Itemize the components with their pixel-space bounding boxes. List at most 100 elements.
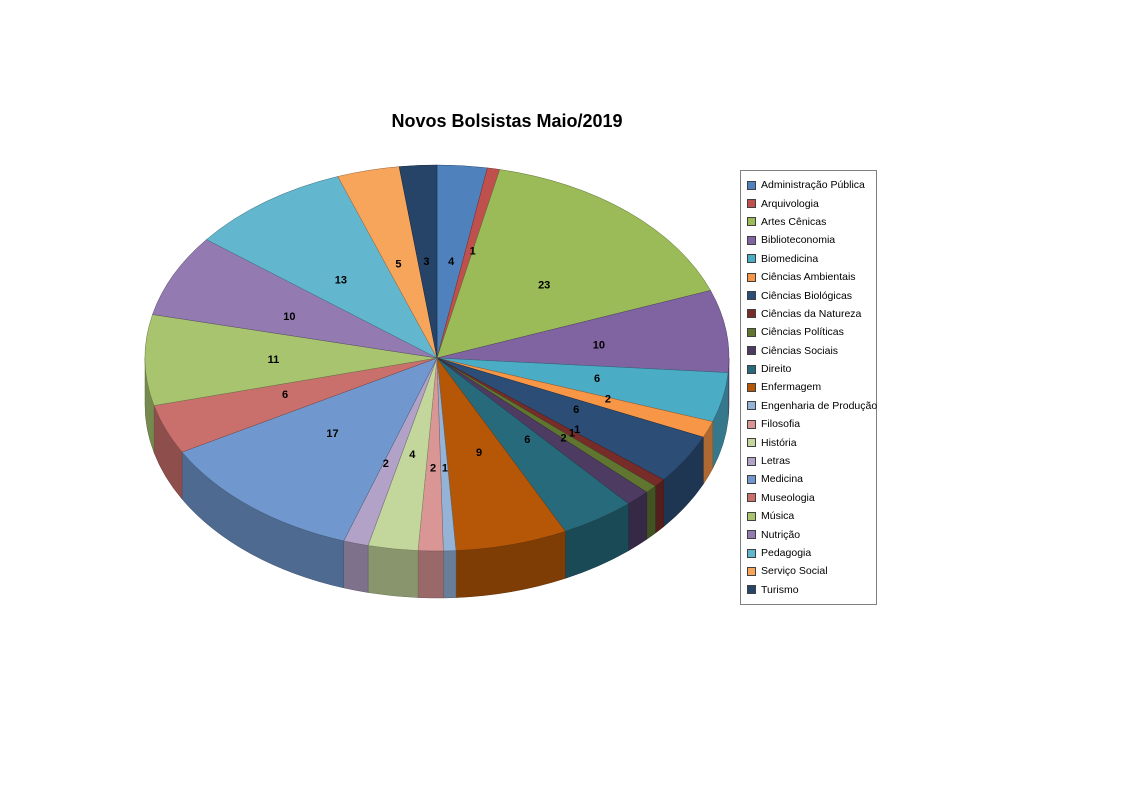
legend-color-swatch: [747, 327, 756, 337]
slice-value-label: 5: [395, 258, 401, 270]
slice-value-label: 6: [573, 404, 579, 416]
legend-color-swatch: [747, 272, 756, 282]
legend-color-swatch: [747, 254, 756, 264]
legend-item: Enfermagem: [747, 378, 874, 396]
slice-value-label: 10: [283, 311, 295, 323]
slice-value-label: 4: [409, 449, 416, 461]
legend-item: Ciências da Natureza: [747, 305, 874, 323]
pie-slice-side: [443, 550, 457, 599]
legend-item: Biomedicina: [747, 250, 874, 268]
legend-item: Filosofia: [747, 415, 874, 433]
legend-label: Biblioteconomia: [761, 234, 836, 247]
legend-label: Artes Cênicas: [761, 215, 827, 228]
legend-item: Serviço Social: [747, 562, 874, 580]
legend-color-swatch: [747, 364, 756, 374]
legend-item: Artes Cênicas: [747, 213, 874, 231]
slice-value-label: 1: [442, 462, 448, 474]
slice-value-label: 1: [470, 246, 476, 258]
slice-value-label: 3: [423, 256, 429, 268]
legend-item: Administração Pública: [747, 176, 874, 194]
legend-label: Serviço Social: [761, 565, 828, 578]
legend-color-swatch: [747, 585, 756, 595]
legend-color-swatch: [747, 401, 756, 411]
legend-item: Engenharia de Produção: [747, 397, 878, 415]
legend-label: Nutrição: [761, 528, 801, 541]
legend-color-swatch: [747, 438, 756, 448]
legend-color-swatch: [747, 180, 756, 190]
legend-item: Ciências Ambientais: [747, 268, 874, 286]
pie-slice: [436, 290, 730, 373]
legend-color-swatch: [747, 419, 756, 429]
slice-value-label: 23: [538, 280, 550, 292]
legend-item: Letras: [747, 452, 874, 470]
pie-slice-side: [646, 485, 656, 540]
pie-slice: [144, 314, 438, 406]
slice-value-label: 2: [560, 432, 566, 444]
slice-value-label: 17: [326, 428, 338, 440]
pie-slice: [436, 169, 711, 359]
pie-slice: [398, 164, 438, 359]
slice-value-label: 11: [268, 354, 280, 366]
slice-value-label: 6: [282, 389, 288, 401]
legend-item: Pedagogia: [747, 544, 874, 562]
slice-value-label: 6: [594, 373, 600, 385]
pie-slice: [152, 239, 438, 359]
legend-item: Direito: [747, 360, 874, 378]
slice-value-label: 1: [574, 424, 580, 436]
legend-color-swatch: [747, 291, 756, 301]
legend-color-swatch: [747, 474, 756, 484]
legend-label: Ciências Políticas: [761, 326, 844, 339]
legend-label: Administração Pública: [761, 179, 865, 192]
legend-item: Ciências Sociais: [747, 342, 874, 360]
slice-value-label: 2: [605, 394, 611, 406]
slice-value-label: 9: [476, 447, 482, 459]
legend-label: História: [761, 436, 797, 449]
legend-color-swatch: [747, 199, 756, 209]
legend-color-swatch: [747, 548, 756, 558]
legend-label: Medicina: [761, 473, 804, 486]
legend-color-swatch: [747, 511, 756, 521]
chart-title: Novos Bolsistas Maio/2019: [391, 111, 623, 131]
legend-color-swatch: [747, 309, 756, 319]
slice-value-label: 1: [569, 427, 575, 439]
legend-label: Museologia: [761, 491, 815, 504]
slice-value-label: 2: [383, 458, 389, 470]
legend-item: Música: [747, 507, 874, 525]
legend-color-swatch: [747, 493, 756, 503]
legend-label: Turismo: [761, 583, 799, 596]
pie-slice-side: [343, 540, 369, 593]
legend-color-swatch: [747, 566, 756, 576]
legend-item: Arquivologia: [747, 194, 874, 212]
legend-color-swatch: [747, 235, 756, 245]
pie-slice: [206, 176, 438, 359]
legend-label: Arquivologia: [761, 197, 819, 210]
pie-slice: [181, 357, 438, 542]
legend-label: Ciências Biológicas: [761, 289, 853, 302]
legend-item: Museologia: [747, 489, 874, 507]
legend-color-swatch: [747, 217, 756, 227]
legend-color-swatch: [747, 346, 756, 356]
slice-value-label: 2: [430, 462, 436, 474]
slice-value-label: 6: [524, 434, 530, 446]
legend-color-swatch: [747, 382, 756, 392]
slice-value-label: 4: [448, 256, 455, 268]
legend-label: Pedagogia: [761, 547, 812, 559]
legend-label: Ciências Ambientais: [761, 271, 856, 284]
legend-item: Turismo: [747, 581, 874, 599]
legend-item: História: [747, 433, 874, 451]
legend-item: Nutrição: [747, 525, 874, 543]
pie-slice-side: [417, 550, 444, 599]
legend-label: Direito: [761, 363, 792, 376]
legend-label: Biomedicina: [761, 252, 819, 265]
legend-item: Biblioteconomia: [747, 231, 874, 249]
chart-legend: Administração Pública Arquivologia Artes C…: [740, 170, 877, 605]
legend-label: Ciências da Natureza: [761, 307, 862, 320]
legend-label: Letras: [761, 455, 791, 468]
legend-item: Medicina: [747, 470, 874, 488]
legend-label: Engenharia de Produção: [761, 399, 878, 412]
legend-label: Enfermagem: [761, 381, 822, 394]
legend-item: Ciências Biológicas: [747, 286, 874, 304]
slice-value-label: 10: [593, 339, 605, 351]
legend-item: Ciências Políticas: [747, 323, 874, 341]
